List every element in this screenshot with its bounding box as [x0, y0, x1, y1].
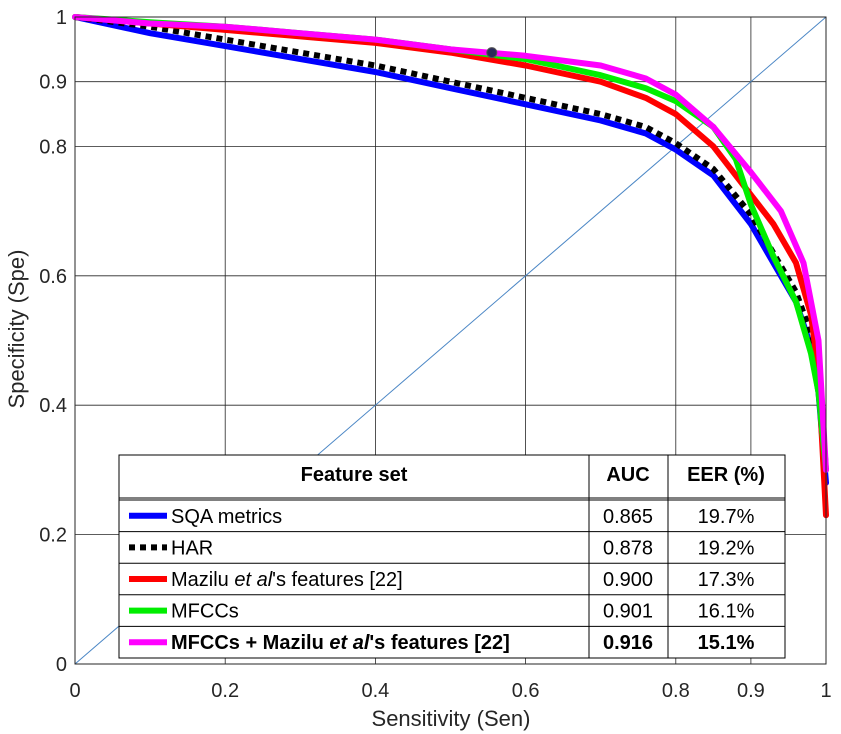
- x-tick-label: 0.6: [512, 680, 540, 702]
- x-tick-label: 1: [820, 680, 831, 702]
- y-tick-label: 0.6: [39, 266, 67, 288]
- x-tick-label: 0.2: [211, 680, 239, 702]
- legend-label: SQA metrics: [171, 506, 282, 528]
- y-tick-label: 0.2: [39, 525, 67, 547]
- table-rows: SQA metrics 0.865 19.7% HAR 0.878 19.2% Mazilu…: [129, 506, 755, 654]
- auc-value: 0.916: [603, 632, 653, 654]
- eer-value: 19.7%: [698, 506, 755, 528]
- series-line-4: [72, 14, 829, 473]
- table-row-lines: [119, 531, 785, 627]
- legend-label: MFCCs + Mazilu et al's features [22]: [171, 632, 510, 654]
- series-line-1: [74, 14, 829, 471]
- table-header-feature-set: Feature set: [301, 464, 408, 486]
- table-header-eer: EER (%): [687, 464, 765, 486]
- x-axis-ticks: 0 0.2 0.4 0.6 0.8 0.9 1: [69, 680, 831, 702]
- table-bg: [118, 454, 786, 659]
- legend-label: Mazilu et al's features [22]: [171, 569, 403, 591]
- y-tick-label: 0: [56, 654, 67, 676]
- eer-value: 17.3%: [698, 569, 755, 591]
- y-axis-ticks: 0 0.2 0.4 0.6 0.8 0.9 1: [39, 7, 67, 676]
- eer-value: 19.2%: [698, 537, 755, 559]
- x-axis-label: Sensitivity (Sen): [372, 706, 531, 731]
- legend-label: HAR: [171, 537, 213, 559]
- operating-point-marker: [486, 47, 498, 59]
- y-tick-label: 1: [56, 7, 67, 29]
- operating-point: [486, 47, 498, 59]
- x-tick-label: 0.9: [737, 680, 765, 702]
- y-axis-label: Specificity (Spe): [4, 250, 29, 409]
- x-tick-label: 0.4: [361, 680, 389, 702]
- y-tick-label: 0.9: [39, 72, 67, 94]
- auc-value: 0.865: [603, 506, 653, 528]
- x-tick-label: 0.8: [662, 680, 690, 702]
- legend-table: Feature set AUC EER (%) SQA metrics 0.865…: [118, 454, 786, 659]
- auc-value: 0.878: [603, 537, 653, 559]
- plot-frame: [74, 16, 827, 665]
- table-header-auc: AUC: [606, 464, 649, 486]
- roc-curves: [72, 14, 829, 519]
- auc-value: 0.900: [603, 569, 653, 591]
- y-tick-label: 0.8: [39, 136, 67, 158]
- eer-value: 16.1%: [698, 601, 755, 623]
- y-tick-label: 0.4: [39, 395, 67, 417]
- x-tick-label: 0: [69, 680, 80, 702]
- legend-label: MFCCs: [171, 601, 239, 623]
- eer-value: 15.1%: [698, 632, 755, 654]
- series-line-2: [72, 14, 829, 519]
- auc-value: 0.901: [603, 601, 653, 623]
